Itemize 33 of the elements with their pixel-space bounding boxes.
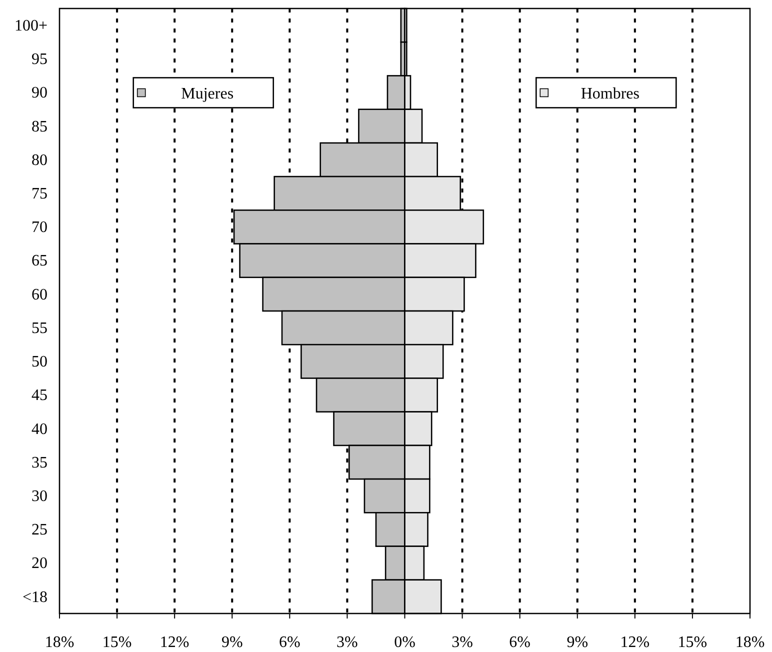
y-tick-label: <18 [22,588,48,606]
y-tick-label: 40 [32,420,48,438]
y-tick-label: 50 [32,354,48,371]
y-tick-label: 95 [32,51,48,68]
y-tick-label: 70 [32,219,48,236]
y-tick-label: 30 [32,488,48,505]
x-tick-label: 0% [394,634,416,652]
x-tick-label: 12% [160,634,190,652]
x-tick-label: 9% [566,634,588,652]
y-tick-label: 60 [32,286,48,304]
y-tick-label: 20 [32,555,48,572]
x-tick-label: 18% [44,634,74,652]
x-tick-label: 3% [336,634,358,652]
x-tick-label: 15% [678,634,708,652]
x-tick-label: 9% [221,634,243,652]
y-tick-label: 85 [32,118,48,136]
y-tick-label: 35 [32,454,48,472]
x-tick-label: 18% [735,634,765,652]
y-tick-label: 65 [32,252,48,270]
y-tick-label: 80 [32,152,48,169]
legend-label: Hombres [580,85,640,102]
legend-label: Mujeres [181,85,234,102]
x-tick-label: 15% [102,634,132,652]
y-tick-label: 25 [32,522,48,539]
y-tick-label: 90 [32,84,48,102]
x-tick-label: 12% [620,634,650,652]
y-tick-label: 100+ [14,17,48,34]
y-tick-label: 75 [32,185,48,202]
y-tick-label: 45 [32,387,48,404]
y-tick-label: 55 [32,320,48,337]
x-tick-label: 6% [509,634,530,652]
x-tick-label: 6% [279,634,300,652]
x-tick-label: 3% [452,634,473,652]
